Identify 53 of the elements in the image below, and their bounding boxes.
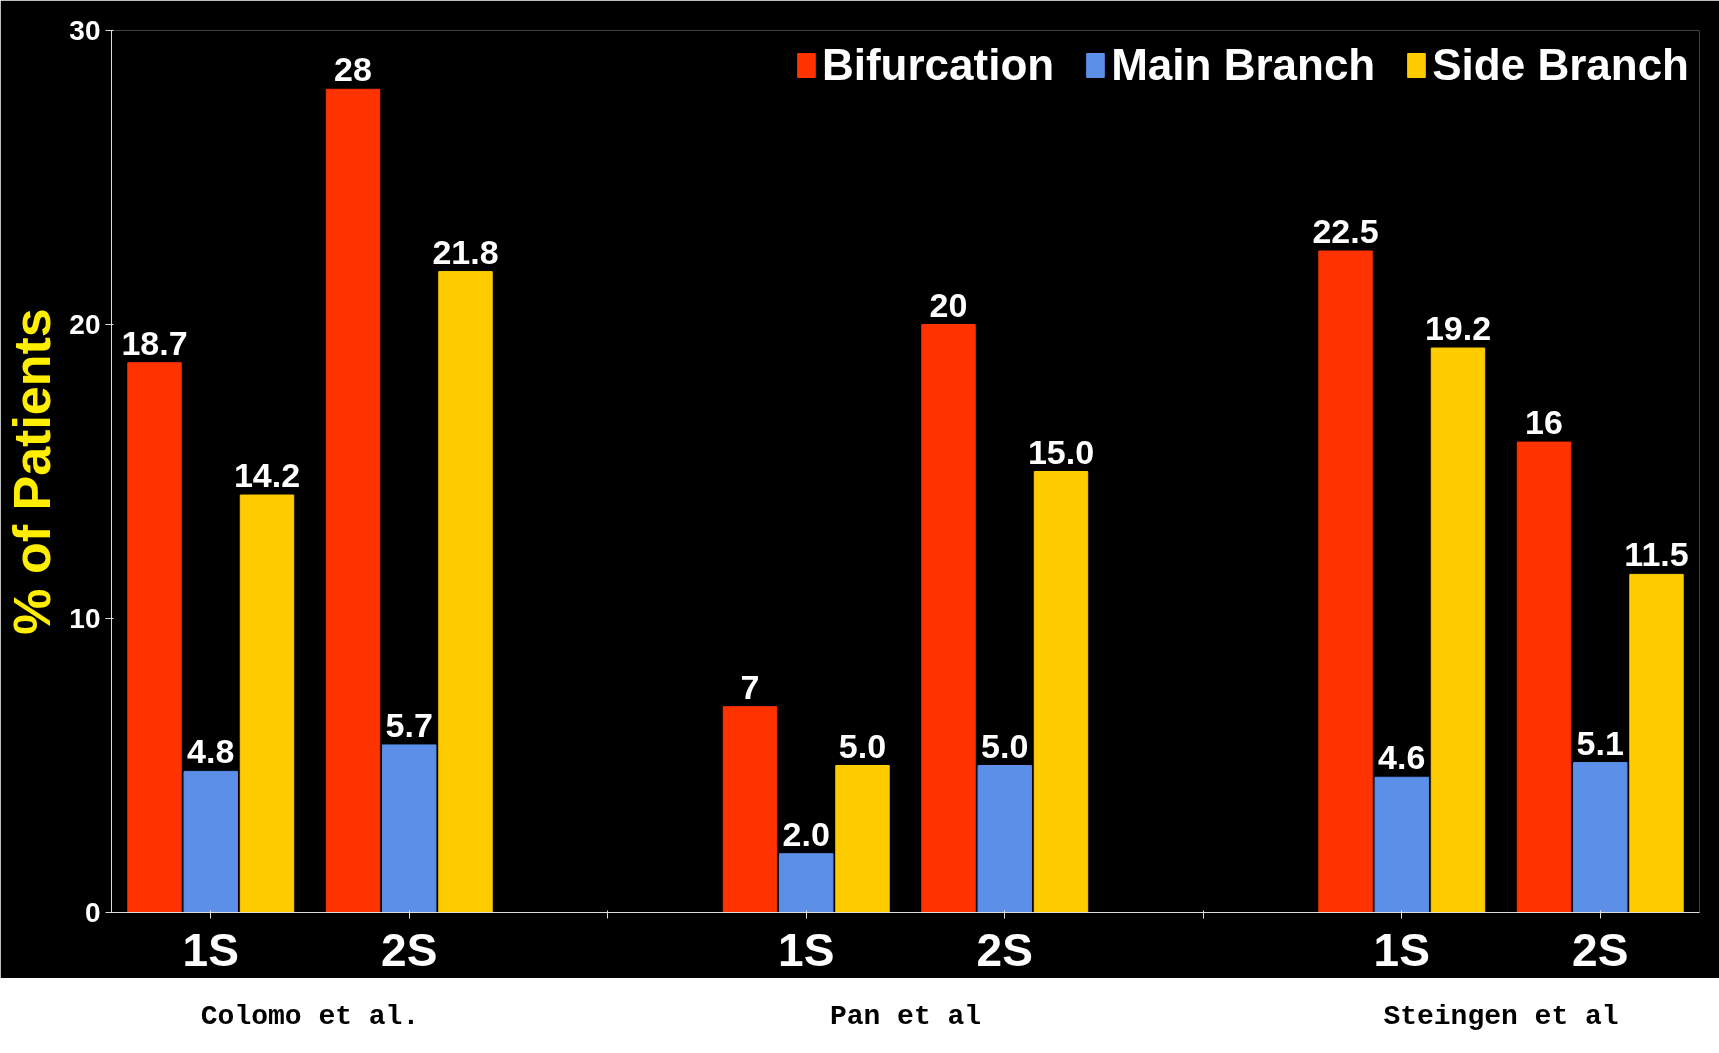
- bar: [239, 494, 295, 913]
- bar: [835, 765, 890, 913]
- data-label: 22.5: [1312, 212, 1379, 250]
- bar: [438, 271, 493, 913]
- bar: [1629, 573, 1684, 913]
- bar: [325, 88, 381, 913]
- bar: [977, 765, 1032, 913]
- data-label: 15.0: [1027, 432, 1095, 471]
- y-tick-label: 20: [69, 309, 101, 340]
- data-label: 5.0: [981, 726, 1029, 765]
- data-label: 20: [929, 285, 968, 324]
- bar: [127, 362, 182, 913]
- data-label: 19.2: [1424, 309, 1492, 348]
- legend-label: Bifurcation: [821, 40, 1055, 90]
- y-axis-title: % of Patients: [3, 308, 62, 635]
- data-label: 5.0: [838, 726, 887, 765]
- data-label: 2.0: [782, 814, 830, 853]
- bar: [722, 706, 778, 913]
- x-tick-label: 2S: [381, 923, 438, 976]
- data-label: 28: [334, 50, 372, 89]
- bar: [1318, 250, 1373, 913]
- y-tick-label: 10: [69, 603, 101, 634]
- bar: [183, 770, 238, 913]
- text: Pan et al: [829, 1000, 982, 1032]
- text: Steingen et al: [1383, 1000, 1619, 1032]
- bar: [1374, 776, 1429, 913]
- data-label: 16: [1525, 403, 1563, 442]
- legend-label: Main Branch: [1111, 40, 1376, 90]
- x-tick-label: 1S: [778, 923, 835, 976]
- data-label: 5.7: [385, 705, 433, 744]
- bar: [382, 744, 437, 913]
- data-label: 14.2: [233, 456, 301, 495]
- bar: [779, 853, 834, 913]
- legend-label: Side Branch: [1432, 40, 1689, 90]
- data-label: 5.1: [1576, 723, 1624, 762]
- data-label: 18.7: [121, 323, 188, 362]
- data-label: 11.5: [1624, 535, 1689, 574]
- data-label: 7: [740, 667, 760, 706]
- bar: [1033, 471, 1089, 913]
- text: Colomo et al.: [200, 1000, 420, 1032]
- data-label: 21.8: [432, 232, 499, 271]
- x-tick-label: 1S: [1373, 923, 1430, 976]
- bar: [1573, 762, 1628, 913]
- x-tick-label: 2S: [1572, 923, 1629, 976]
- x-tick-label: 1S: [182, 923, 239, 976]
- data-label: 4.6: [1378, 738, 1426, 777]
- bar: [921, 324, 976, 913]
- y-tick-label: 30: [69, 15, 101, 46]
- bar: [1516, 441, 1572, 913]
- bar: [1430, 347, 1486, 913]
- y-tick-label: 0: [84, 897, 101, 928]
- data-label: 4.8: [187, 732, 235, 771]
- x-tick-label: 2S: [976, 923, 1033, 976]
